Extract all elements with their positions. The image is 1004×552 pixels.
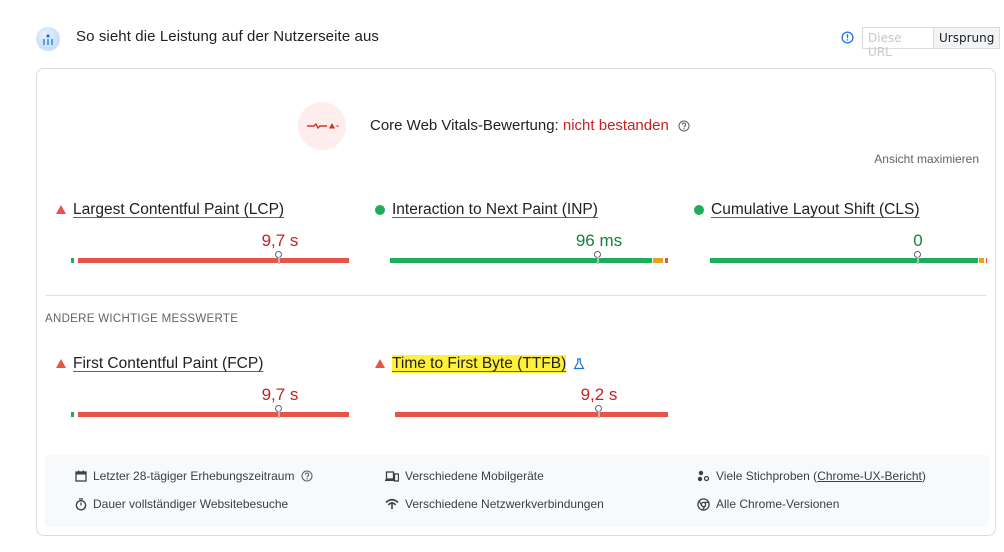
network-types: Verschiedene Netzwerkverbindungen	[385, 497, 604, 511]
field-data-icon	[36, 27, 60, 51]
metric-ttfb: Time to First Byte (TTFB) 9,2 s	[375, 355, 668, 425]
collection-period: Letzter 28-tägiger Erhebungszeitraum	[75, 469, 319, 483]
distribution-bar	[395, 405, 670, 418]
samples-icon	[697, 470, 710, 482]
data-source-footer: Letzter 28-tägiger Erhebungszeitraum Dau…	[45, 455, 989, 527]
metric-inp: Interaction to Next Paint (INP) 96 ms	[375, 201, 668, 271]
metric-name-link[interactable]: Time to First Byte (TTFB)	[392, 355, 567, 373]
help-icon[interactable]	[301, 470, 314, 482]
metric-value: 96 ms	[575, 231, 623, 250]
metric-fcp: First Contentful Paint (FCP) 9,7 s	[56, 355, 349, 425]
visit-duration: Dauer vollständiger Websitebesuche	[75, 497, 288, 511]
chrome-ux-report-link[interactable]: Chrome-UX-Bericht	[817, 469, 922, 483]
metric-value: 9,7 s	[261, 231, 299, 250]
cwv-status: nicht bestanden	[562, 117, 669, 134]
distribution-bar	[71, 251, 349, 264]
percentile-marker	[275, 405, 282, 418]
poor-triangle-icon	[56, 359, 66, 368]
network-icon	[385, 498, 399, 509]
poor-triangle-icon	[56, 205, 66, 214]
metric-name-link[interactable]: Cumulative Layout Shift (CLS)	[711, 201, 920, 218]
metric-name-link[interactable]: Interaction to Next Paint (INP)	[392, 201, 598, 218]
other-metrics-heading: ANDERE WICHTIGE MESSWERTE	[45, 313, 239, 325]
distribution-bar	[71, 405, 349, 418]
section-divider	[45, 295, 987, 296]
devices-icon	[385, 470, 399, 482]
stopwatch-icon	[75, 497, 87, 511]
distribution-bar	[390, 251, 670, 264]
info-icon[interactable]	[841, 31, 854, 44]
percentile-marker	[275, 251, 282, 264]
scope-toggle: Diese URL Ursprung	[862, 27, 1001, 59]
distribution-bar	[710, 251, 990, 264]
help-icon[interactable]	[678, 120, 690, 132]
percentile-marker	[594, 251, 601, 264]
percentile-marker	[595, 405, 602, 418]
maximize-view-link[interactable]: Ansicht maximieren	[874, 152, 979, 166]
experimental-flask-icon	[573, 358, 585, 370]
cwv-label: Core Web Vitals-Bewertung:	[370, 117, 559, 134]
origin-button[interactable]: Ursprung	[933, 28, 1000, 48]
percentile-marker	[914, 251, 921, 264]
metric-name-link[interactable]: First Contentful Paint (FCP)	[73, 355, 264, 372]
metric-value: 9,2 s	[580, 385, 618, 404]
field-data-card: Core Web Vitals-Bewertung: nicht bestand…	[36, 68, 996, 536]
metric-cls: Cumulative Layout Shift (CLS) 0	[694, 201, 987, 271]
poor-triangle-icon	[375, 359, 385, 368]
section-title: So sieht die Leistung auf der Nutzerseit…	[76, 28, 380, 45]
calendar-icon	[75, 470, 87, 482]
good-circle-icon	[694, 205, 704, 215]
metric-value: 9,7 s	[261, 385, 299, 404]
metric-lcp: Largest Contentful Paint (LCP) 9,7 s	[56, 201, 349, 271]
chrome-versions: Alle Chrome-Versionen	[697, 497, 839, 511]
cwv-assessment: Core Web Vitals-Bewertung: nicht bestand…	[370, 117, 690, 134]
chrome-icon	[697, 497, 710, 511]
sample-size: Viele Stichproben (Chrome-UX-Bericht)	[697, 469, 926, 483]
this-url-button[interactable]: Diese URL	[863, 28, 933, 59]
vitals-failed-icon	[298, 102, 346, 150]
metric-name-link[interactable]: Largest Contentful Paint (LCP)	[73, 201, 285, 218]
good-circle-icon	[375, 205, 385, 215]
metric-value: 0	[913, 231, 923, 250]
device-types: Verschiedene Mobilgeräte	[385, 469, 544, 483]
